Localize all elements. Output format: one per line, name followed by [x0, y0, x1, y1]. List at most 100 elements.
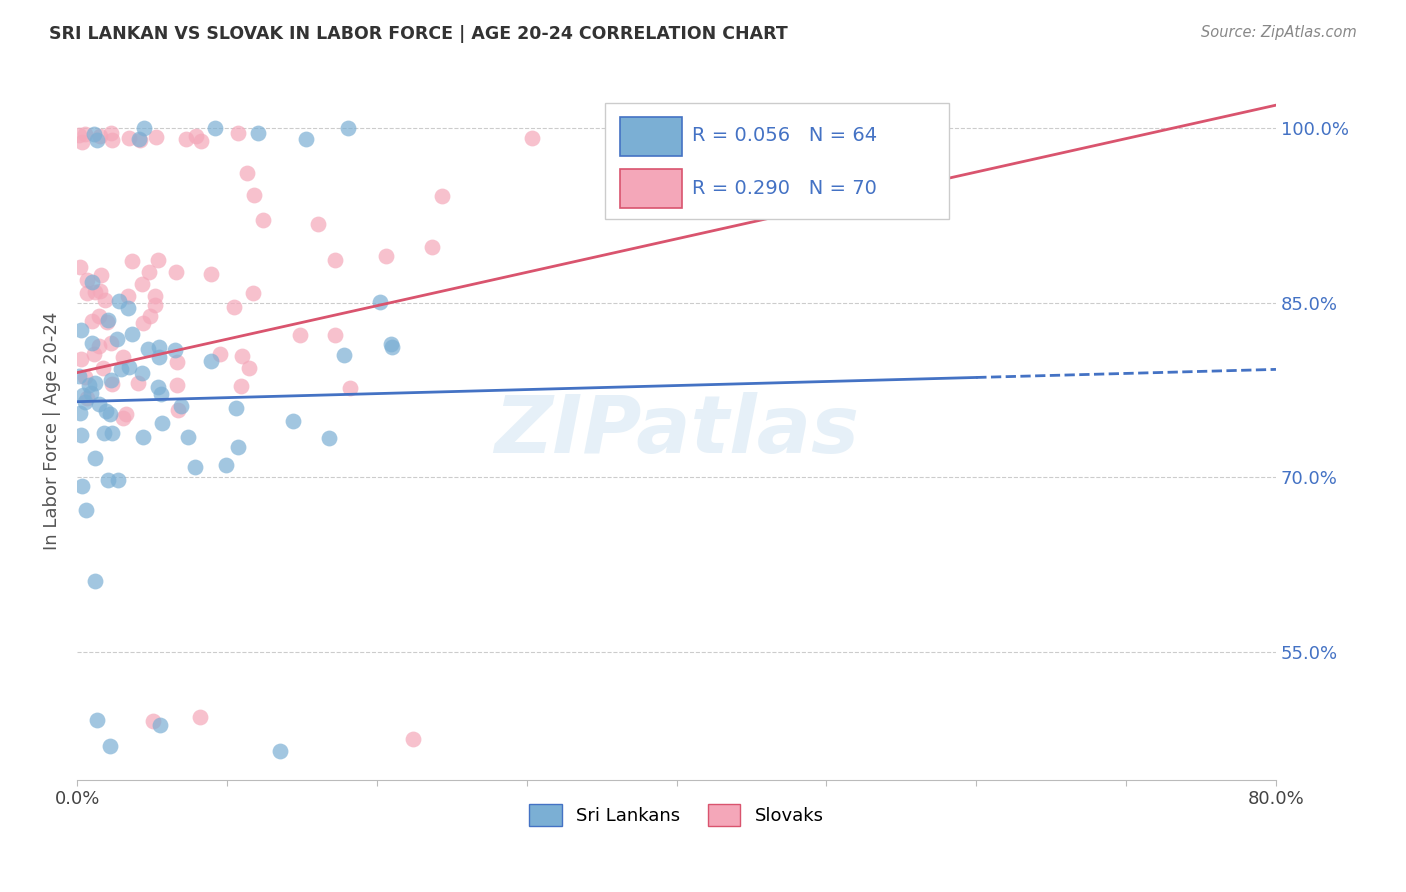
Point [323, 253, 346, 268]
Point [374, 249, 396, 263]
Y-axis label: In Labor Force | Age 20-24: In Labor Force | Age 20-24 [44, 311, 60, 550]
Text: R = 0.290   N = 70: R = 0.290 N = 70 [692, 178, 876, 198]
Point [246, 126, 269, 140]
Point [288, 328, 311, 343]
Point [318, 431, 340, 445]
Point [73, 127, 96, 141]
Point [149, 718, 172, 732]
Point [339, 380, 361, 394]
Point [132, 121, 155, 136]
Point [143, 298, 166, 312]
Point [128, 131, 150, 145]
Point [167, 403, 190, 417]
Point [72, 387, 94, 401]
Point [138, 309, 160, 323]
Point [209, 347, 232, 361]
Point [100, 373, 122, 387]
Point [188, 710, 211, 724]
Point [136, 342, 159, 356]
Point [89, 309, 111, 323]
Point [70, 135, 93, 149]
Point [225, 401, 247, 415]
Point [236, 166, 259, 180]
Point [214, 458, 236, 472]
Point [131, 277, 153, 292]
Point [281, 414, 304, 428]
Point [86, 713, 108, 727]
Point [100, 336, 122, 351]
Point [100, 376, 122, 391]
Point [190, 134, 212, 148]
Point [121, 253, 143, 268]
Point [229, 379, 252, 393]
Point [333, 348, 356, 362]
Point [146, 380, 169, 394]
Point [226, 440, 249, 454]
Point [165, 264, 187, 278]
Point [76, 273, 98, 287]
Point [238, 361, 260, 376]
Point [94, 293, 117, 307]
Point [87, 397, 110, 411]
Point [307, 217, 329, 231]
Point [117, 289, 139, 303]
Point [108, 294, 131, 309]
Point [70, 323, 93, 337]
Point [76, 391, 98, 405]
Point [89, 339, 111, 353]
Point [368, 294, 391, 309]
Point [100, 126, 122, 140]
Point [131, 366, 153, 380]
Point [143, 289, 166, 303]
Point [70, 427, 93, 442]
Point [75, 502, 97, 516]
Point [84, 376, 107, 391]
Point [107, 473, 129, 487]
Point [83, 127, 105, 141]
Point [75, 370, 97, 384]
Legend: Sri Lankans, Slovaks: Sri Lankans, Slovaks [522, 797, 831, 833]
Point [117, 301, 139, 316]
Text: R = 0.056   N = 64: R = 0.056 N = 64 [692, 126, 877, 145]
Point [150, 416, 173, 430]
Point [184, 128, 207, 143]
Text: ZIPatlas: ZIPatlas [494, 392, 859, 470]
Point [84, 574, 107, 589]
Point [82, 314, 104, 328]
Point [142, 714, 165, 728]
Point [93, 426, 115, 441]
Point [204, 120, 226, 135]
Point [323, 327, 346, 342]
Point [148, 350, 170, 364]
Point [148, 252, 170, 267]
Point [231, 349, 253, 363]
Point [295, 131, 318, 145]
Point [129, 133, 152, 147]
Text: SRI LANKAN VS SLOVAK IN LABOR FORCE | AGE 20-24 CORRELATION CHART: SRI LANKAN VS SLOVAK IN LABOR FORCE | AG… [49, 25, 787, 43]
Point [82, 336, 104, 351]
Point [98, 739, 121, 754]
Point [269, 744, 291, 758]
Point [380, 337, 402, 351]
Point [97, 313, 120, 327]
Point [112, 351, 135, 365]
Point [101, 133, 124, 147]
Point [150, 387, 173, 401]
Point [115, 408, 138, 422]
Point [67, 128, 90, 143]
Point [110, 362, 132, 376]
Point [98, 407, 121, 421]
Point [381, 340, 404, 354]
Point [70, 351, 93, 366]
Point [432, 189, 454, 203]
Point [132, 430, 155, 444]
Point [86, 133, 108, 147]
Point [91, 360, 114, 375]
Point [177, 430, 200, 444]
Point [77, 378, 100, 392]
Point [200, 354, 222, 368]
Point [101, 425, 124, 440]
Point [82, 276, 104, 290]
Point [166, 355, 188, 369]
Point [69, 406, 91, 420]
